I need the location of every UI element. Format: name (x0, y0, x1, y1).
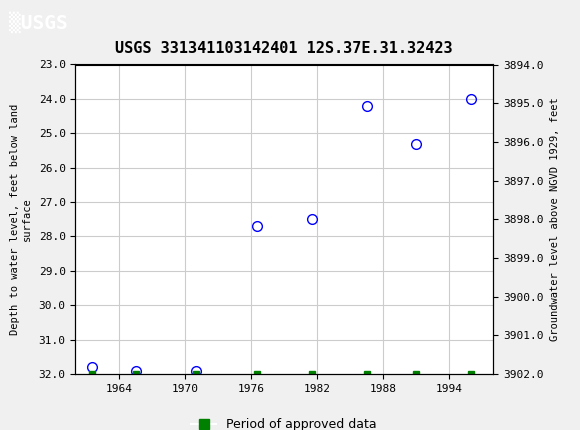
Text: ▒USGS: ▒USGS (9, 12, 67, 34)
Legend: Period of approved data: Period of approved data (186, 413, 382, 430)
Y-axis label: Groundwater level above NGVD 1929, feet: Groundwater level above NGVD 1929, feet (550, 98, 560, 341)
Y-axis label: Depth to water level, feet below land
surface: Depth to water level, feet below land su… (10, 104, 32, 335)
Title: USGS 331341103142401 12S.37E.31.32423: USGS 331341103142401 12S.37E.31.32423 (115, 41, 453, 56)
